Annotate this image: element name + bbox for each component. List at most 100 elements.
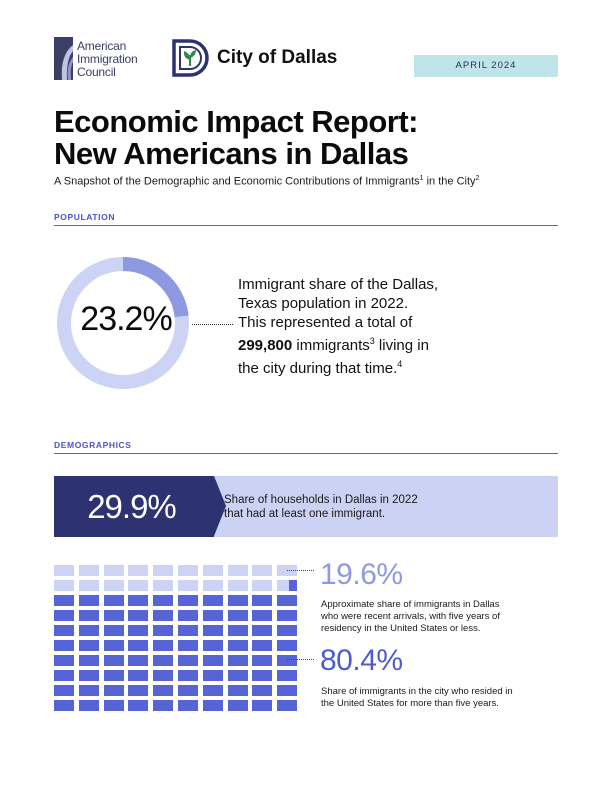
- banner-arrow-icon: [214, 476, 226, 536]
- footnote-ref: 1: [419, 175, 424, 182]
- waffle-cell: [277, 670, 298, 681]
- waffle-cell: [128, 610, 149, 621]
- waffle-cell: [178, 670, 198, 681]
- description-line: Approximate share of immigrants in Dalla…: [321, 599, 500, 610]
- waffle-cell: [153, 655, 174, 666]
- description-line: This represented a total of: [238, 314, 413, 331]
- waffle-cell: [227, 670, 248, 681]
- footnote-ref: 4: [397, 359, 403, 369]
- waffle-cell: [178, 580, 198, 591]
- waffle-cell: [252, 685, 273, 696]
- waffle-cell: [277, 595, 298, 606]
- subtitle-text: A Snapshot of the Demographic and Econom…: [54, 175, 420, 188]
- waffle-cell: [202, 655, 223, 666]
- waffle-cell: [128, 565, 149, 576]
- title-line: New Americans in Dallas: [54, 136, 409, 171]
- waffle-cell: [202, 700, 223, 711]
- waffle-cell: [153, 595, 174, 606]
- waffle-cell: [277, 580, 298, 591]
- waffle-cell: [54, 610, 74, 621]
- waffle-cell: [202, 625, 223, 636]
- waffle-cell: [128, 685, 149, 696]
- households-banner: 29.9% Share of households in Dallas in 2…: [54, 476, 558, 537]
- waffle-cell: [54, 625, 74, 636]
- waffle-cell: [78, 655, 99, 666]
- waffle-cell: [277, 610, 298, 621]
- waffle-cell: [78, 670, 99, 681]
- description-line: that had at least one immigrant.: [224, 508, 386, 520]
- households-description: Share of households in Dallas in 2022 th…: [224, 493, 464, 521]
- waffle-cell: [103, 670, 124, 681]
- waffle-cell: [54, 685, 74, 696]
- waffle-cell: [252, 625, 273, 636]
- waffle-cell: [128, 595, 149, 606]
- waffle-cell: [227, 700, 248, 711]
- waffle-cell: [128, 670, 149, 681]
- donut-immigrant-share-arc: [122, 257, 189, 318]
- waffle-cell: [103, 640, 124, 651]
- waffle-cell: [252, 610, 273, 621]
- recent-arrivals-description: Approximate share of immigrants in Dalla…: [321, 599, 536, 635]
- waffle-cell: [202, 685, 223, 696]
- waffle-cell: [103, 610, 124, 621]
- description-line: Share of immigrants in the city who resi…: [321, 686, 513, 697]
- waffle-cell: [252, 595, 273, 606]
- waffle-cell: [54, 580, 74, 591]
- description-line: 299,800 immigrants3 living in: [238, 332, 468, 355]
- waffle-cell: [227, 685, 248, 696]
- waffle-cell: [202, 565, 223, 576]
- description-line: the United States for more than five yea…: [321, 698, 499, 709]
- waffle-cell: [54, 700, 74, 711]
- waffle-cell: [227, 655, 248, 666]
- description-text: immigrants: [292, 337, 370, 354]
- footnote-ref: 3: [369, 336, 375, 346]
- waffle-cell: [128, 580, 149, 591]
- waffle-cell: [78, 565, 99, 576]
- waffle-cell: [103, 595, 124, 606]
- long-term-residents-value: 80.4%: [320, 644, 403, 677]
- waffle-cell: [252, 655, 273, 666]
- title-line: Economic Impact Report:: [54, 104, 419, 139]
- waffle-cell: [277, 700, 298, 711]
- american-immigration-council-logo: American Immigration Council: [54, 37, 154, 81]
- waffle-cell: [153, 610, 174, 621]
- waffle-cell: [153, 565, 174, 576]
- waffle-cell: [277, 640, 298, 651]
- waffle-cell: [202, 610, 223, 621]
- dallas-seal-icon: [172, 39, 209, 77]
- recent-arrivals-value: 19.6%: [320, 558, 403, 591]
- waffle-cell: [54, 565, 74, 576]
- description-text: the city during that time.: [238, 360, 398, 377]
- waffle-cell: [202, 580, 223, 591]
- description-line: Immigrant share of the Dallas,: [238, 276, 439, 293]
- waffle-cell: [78, 625, 99, 636]
- waffle-cell: [227, 580, 248, 591]
- waffle-cell: [202, 595, 223, 606]
- description-line: Share of households in Dallas in 2022: [224, 494, 418, 506]
- waffle-cell: [78, 685, 99, 696]
- waffle-cell: [54, 640, 74, 651]
- waffle-cell: [227, 610, 248, 621]
- waffle-cell: [178, 700, 198, 711]
- description-line: the city during that time.4: [238, 355, 468, 378]
- waffle-cell: [178, 655, 198, 666]
- waffle-cell: [252, 640, 273, 651]
- leader-dots: [287, 570, 314, 571]
- population-donut-chart: [57, 257, 189, 389]
- long-term-residents-description: Share of immigrants in the city who resi…: [321, 686, 546, 710]
- waffle-cell: [54, 595, 74, 606]
- waffle-cell: [178, 595, 198, 606]
- waffle-cell: [277, 685, 298, 696]
- aic-logo-line: American: [77, 39, 127, 53]
- waffle-cell: [78, 595, 99, 606]
- section-label-demographics: DEMOGRAPHICS: [54, 440, 132, 450]
- waffle-cell: [78, 640, 99, 651]
- waffle-cell: [227, 625, 248, 636]
- waffle-cell: [153, 700, 174, 711]
- banner-value-panel: 29.9%: [54, 476, 214, 537]
- waffle-cell: [153, 670, 174, 681]
- waffle-cell: [178, 685, 198, 696]
- waffle-cell: [78, 610, 99, 621]
- waffle-cell: [103, 565, 124, 576]
- waffle-cell: [252, 580, 273, 591]
